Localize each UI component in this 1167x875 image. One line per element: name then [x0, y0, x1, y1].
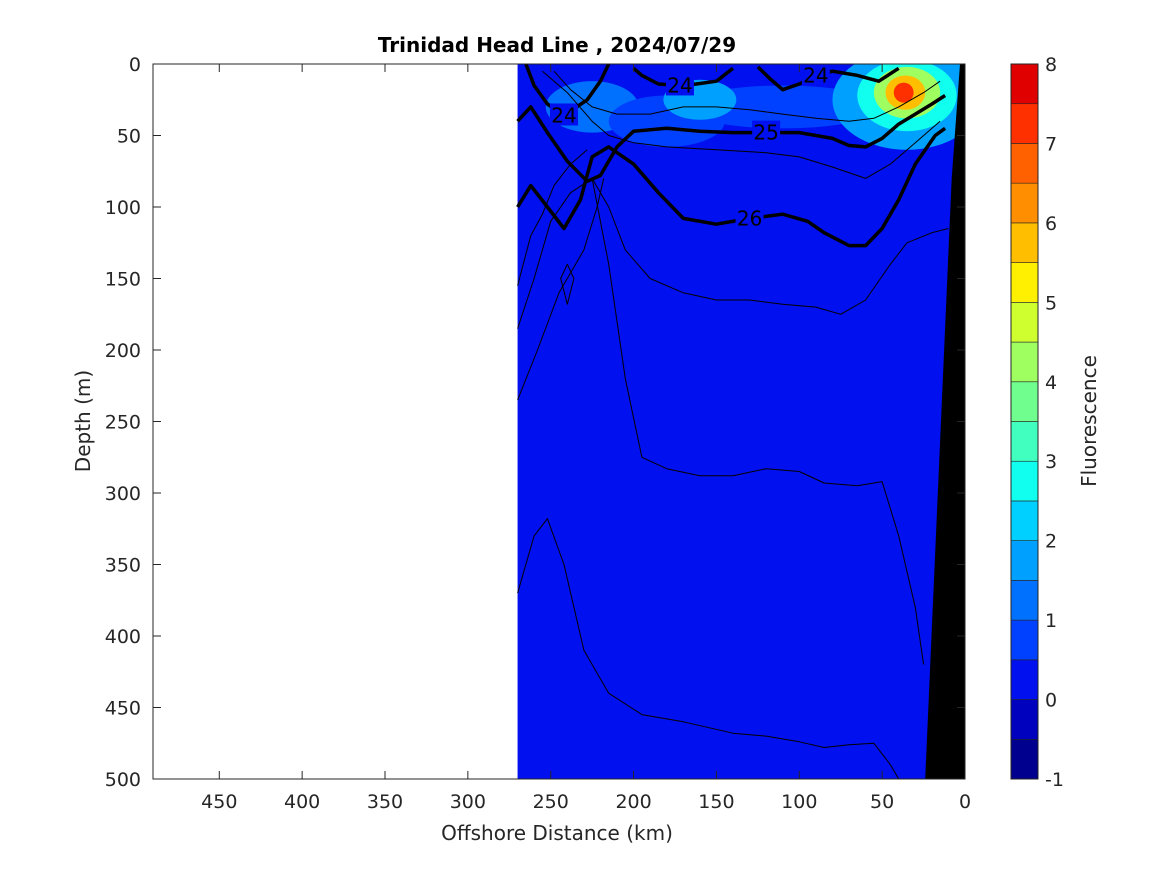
x-tick-label: 200 — [615, 791, 651, 813]
colorbar-swatch — [1010, 540, 1039, 581]
colorbar-swatch — [1010, 699, 1039, 740]
x-tick-label: 250 — [533, 791, 569, 813]
contour-label: 26 — [737, 206, 762, 230]
colorbar-tick-label: 7 — [1045, 133, 1057, 155]
colorbar-tick-label: 6 — [1045, 213, 1057, 235]
colorbar-tick-label: 4 — [1045, 372, 1057, 394]
y-tick-label: 100 — [105, 197, 141, 219]
contour-label: 24 — [551, 103, 576, 127]
y-tick-label: 450 — [105, 698, 141, 720]
y-tick-label: 0 — [129, 54, 141, 76]
density-contour — [517, 178, 605, 401]
data-region: 24 24 24 25 26 — [516, 63, 965, 779]
y-tick-label: 200 — [105, 340, 141, 362]
x-tick-label: 100 — [781, 791, 817, 813]
contour-label-bg — [752, 120, 781, 143]
density-contour — [517, 149, 588, 286]
colorbar-swatch — [1010, 619, 1039, 661]
colorbar: -1 0 1 2 3 4 5 6 7 8 — [1010, 54, 1064, 791]
fluorescence-field — [517, 64, 965, 779]
colorbar-tick-label: 3 — [1045, 451, 1057, 473]
contour-label: 25 — [753, 121, 778, 145]
contour-label-bg — [549, 103, 578, 126]
colorbar-swatch — [1010, 182, 1039, 224]
x-tick-label: 150 — [698, 791, 734, 813]
colorbar-swatch — [1010, 421, 1039, 462]
x-tick-label: 50 — [870, 791, 894, 813]
colorbar-swatch — [1010, 103, 1039, 144]
y-tick-label: 50 — [117, 126, 141, 148]
y-tick-label: 300 — [105, 483, 141, 505]
density-contour-26 — [516, 126, 947, 248]
colorbar-swatch — [1010, 500, 1039, 541]
y-tick-label: 250 — [105, 412, 141, 434]
x-tick-label: 400 — [284, 791, 320, 813]
x-tick-label: 450 — [201, 791, 237, 813]
density-contour — [553, 70, 941, 122]
contour-label: 24 — [803, 63, 828, 87]
density-contour — [517, 518, 900, 779]
contour-label-bg — [801, 64, 830, 86]
colorbar-tick-label: 5 — [1045, 292, 1057, 314]
x-tick-label: 300 — [450, 791, 486, 813]
y-tick-label: 500 — [105, 769, 141, 791]
density-contour-25 — [516, 94, 947, 184]
x-tick-label: 0 — [959, 791, 971, 813]
colorbar-swatch — [1010, 63, 1039, 105]
colorbar-swatch — [1010, 262, 1039, 303]
density-contour — [560, 263, 575, 305]
colorbar-swatch — [1010, 341, 1039, 383]
colorbar-swatch — [1010, 302, 1039, 343]
x-tick-label: 350 — [367, 791, 403, 813]
colorbar-swatch — [1010, 659, 1039, 700]
contour-label: 24 — [667, 73, 692, 97]
colorbar-tick-label: 8 — [1045, 54, 1057, 76]
y-axis-label: Depth (m) — [71, 370, 95, 472]
colorbar-tick-label: 2 — [1045, 531, 1057, 553]
colorbar-swatch — [1010, 143, 1039, 184]
colorbar-swatch — [1010, 222, 1039, 263]
colorbar-swatch — [1010, 738, 1039, 780]
colorbar-swatch — [1010, 580, 1039, 621]
density-contour — [591, 178, 925, 665]
y-tick-label: 400 — [105, 626, 141, 648]
colorbar-swatch — [1010, 460, 1039, 502]
y-tick-label: 350 — [105, 555, 141, 577]
seafloor-mask — [925, 64, 965, 779]
colorbar-label: Fluorescence — [1077, 355, 1101, 487]
colorbar-tick-label: 1 — [1045, 610, 1057, 632]
colorbar-swatch — [1010, 381, 1039, 422]
x-axis-label: Offshore Distance (km) — [441, 821, 673, 845]
fluorescence-patch — [893, 82, 914, 103]
density-contour — [517, 177, 949, 329]
y-tick-label: 150 — [105, 269, 141, 291]
colorbar-tick-label: 0 — [1045, 690, 1057, 712]
density-contour — [542, 70, 941, 179]
plot-area: 24 24 24 25 26 — [516, 63, 965, 779]
chart-title: Trinidad Head Line , 2024/07/29 — [378, 33, 736, 57]
colorbar-frame — [1010, 63, 1039, 780]
contour-label-bg — [735, 206, 764, 229]
contour-label-bg — [665, 73, 694, 96]
axes: 450 400 350 300 250 200 150 100 50 00501001502002… — [105, 54, 971, 813]
colorbar-tick-label: -1 — [1045, 769, 1064, 791]
